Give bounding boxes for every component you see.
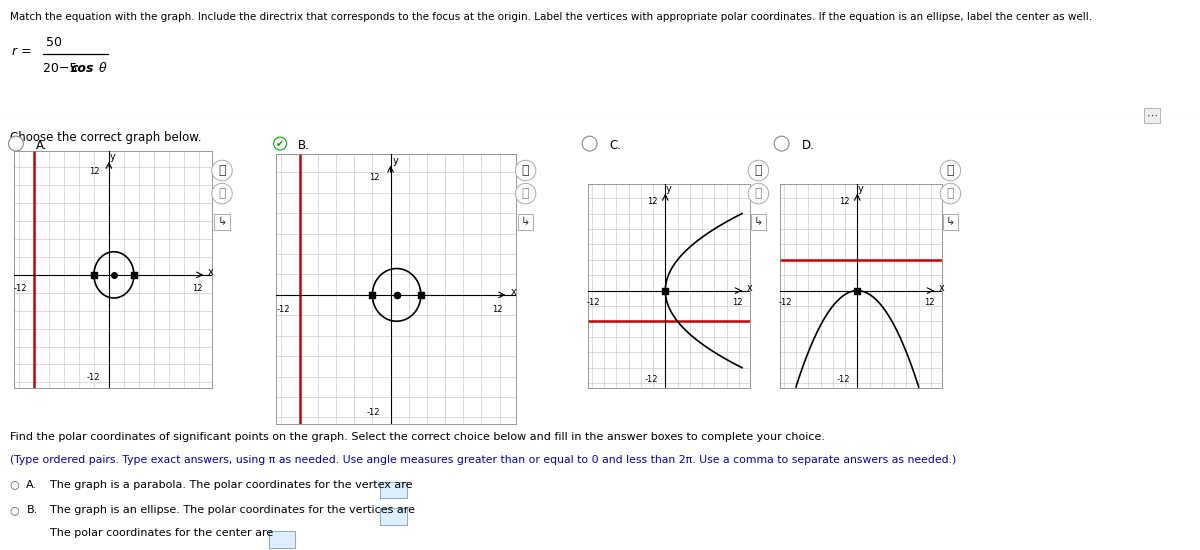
Text: 12: 12: [90, 167, 100, 177]
Text: The graph is a parabola. The polar coordinates for the vertex are: The graph is a parabola. The polar coord…: [50, 480, 413, 490]
Text: Choose the correct graph below.: Choose the correct graph below.: [10, 131, 202, 144]
Text: -12: -12: [778, 298, 792, 307]
Text: B.: B.: [298, 139, 310, 152]
Text: B.: B.: [26, 505, 37, 515]
Text: 🔍: 🔍: [522, 187, 529, 200]
Text: 12: 12: [840, 197, 850, 206]
Point: [104, 271, 124, 279]
Point: [847, 286, 866, 295]
Text: -12: -12: [366, 408, 379, 417]
Text: ↳: ↳: [754, 217, 763, 227]
Point: [125, 271, 144, 279]
Text: θ: θ: [95, 62, 107, 75]
Text: 🔍: 🔍: [755, 187, 762, 200]
Text: 🔍: 🔍: [218, 187, 226, 200]
Point: [655, 286, 674, 295]
Text: x: x: [208, 267, 214, 277]
Text: C.: C.: [610, 139, 622, 152]
Text: ○: ○: [10, 480, 19, 490]
Text: (Type ordered pairs. Type exact answers, using π as needed. Use angle measures g: (Type ordered pairs. Type exact answers,…: [10, 455, 956, 465]
Text: D.: D.: [802, 139, 815, 152]
Text: ○: ○: [10, 505, 19, 515]
Text: -12: -12: [644, 375, 658, 384]
Point: [84, 271, 103, 279]
Text: 🔍: 🔍: [755, 164, 762, 177]
Point: [412, 290, 431, 299]
Text: -12: -12: [836, 375, 850, 384]
Text: Match the equation with the graph. Include the directrix that corresponds to the: Match the equation with the graph. Inclu…: [10, 12, 1092, 22]
Text: ↳: ↳: [521, 217, 530, 227]
Text: ⋯: ⋯: [1146, 111, 1158, 120]
Text: 🔍: 🔍: [947, 164, 954, 177]
Text: cos: cos: [71, 62, 95, 75]
Text: y: y: [666, 184, 671, 194]
Text: 12: 12: [370, 173, 379, 182]
Text: 12: 12: [192, 284, 203, 293]
Text: -12: -12: [13, 284, 28, 293]
Text: ↳: ↳: [217, 217, 227, 227]
Text: -12: -12: [86, 373, 100, 382]
Text: 20−5: 20−5: [43, 62, 82, 75]
Text: A.: A.: [26, 480, 37, 490]
Text: 12: 12: [492, 305, 503, 314]
Text: The polar coordinates for the center are: The polar coordinates for the center are: [50, 528, 274, 538]
Text: 12: 12: [924, 298, 935, 307]
Point: [388, 290, 407, 299]
Text: x: x: [510, 287, 516, 297]
Text: x: x: [746, 283, 752, 293]
Point: [362, 290, 382, 299]
Text: ↳: ↳: [946, 217, 955, 227]
Text: -12: -12: [276, 305, 290, 314]
Text: y: y: [392, 156, 398, 166]
Text: ✔: ✔: [276, 139, 284, 148]
Text: 🔍: 🔍: [218, 164, 226, 177]
Text: The graph is an ellipse. The polar coordinates for the vertices are: The graph is an ellipse. The polar coord…: [50, 505, 415, 515]
Text: x: x: [938, 283, 944, 293]
Text: A.: A.: [36, 139, 48, 152]
Text: Find the polar coordinates of significant points on the graph. Select the correc: Find the polar coordinates of significan…: [10, 432, 824, 442]
Text: 🔍: 🔍: [522, 164, 529, 177]
Text: y: y: [109, 152, 115, 162]
Text: 🔍: 🔍: [947, 187, 954, 200]
Text: r =: r =: [12, 45, 31, 58]
Text: y: y: [858, 184, 863, 194]
Text: 50: 50: [46, 36, 61, 50]
Text: 12: 12: [732, 298, 743, 307]
Text: 12: 12: [648, 197, 658, 206]
Text: -12: -12: [586, 298, 600, 307]
